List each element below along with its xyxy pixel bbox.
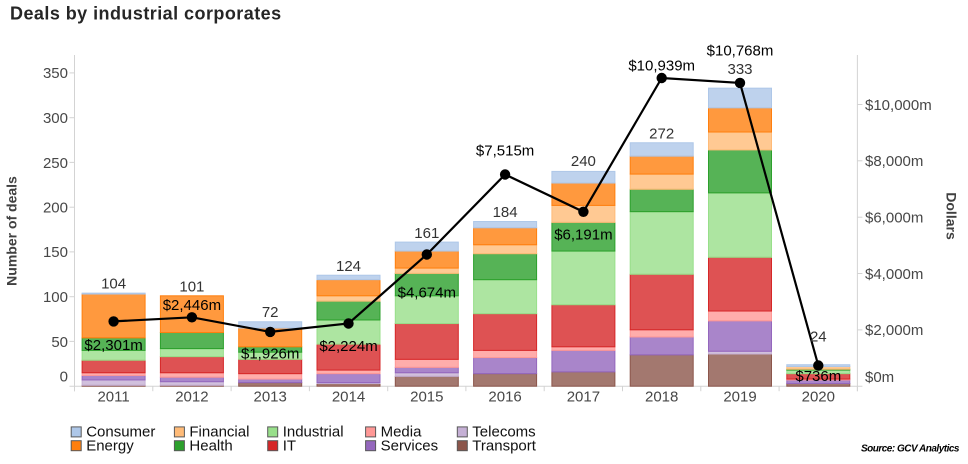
svg-text:333: 333 [727,61,752,78]
svg-text:72: 72 [262,304,279,321]
svg-text:IT: IT [283,438,296,455]
svg-text:$2,446m: $2,446m [163,297,221,314]
svg-text:$6,000m: $6,000m [865,210,923,227]
svg-text:Deals by industrial corporates: Deals by industrial corporates [10,3,282,23]
svg-text:184: 184 [493,204,518,221]
svg-text:$2,301m: $2,301m [84,337,142,354]
svg-text:Consumer: Consumer [86,424,155,441]
svg-text:$2,224m: $2,224m [319,338,377,355]
svg-text:$10,000m: $10,000m [865,97,932,114]
svg-text:2016: 2016 [488,389,521,406]
svg-text:2015: 2015 [410,389,443,406]
svg-text:Services: Services [381,438,439,455]
svg-text:Financial: Financial [189,424,249,441]
svg-text:2014: 2014 [332,389,365,406]
svg-text:24: 24 [810,329,827,346]
svg-text:Industrial: Industrial [283,424,344,441]
svg-text:$10,768m: $10,768m [707,42,774,59]
svg-text:2013: 2013 [254,389,287,406]
svg-text:104: 104 [101,275,126,292]
svg-text:272: 272 [649,126,674,143]
svg-text:2017: 2017 [567,389,600,406]
svg-text:350: 350 [43,65,68,82]
svg-text:50: 50 [51,334,68,351]
svg-text:$736m: $736m [795,368,841,385]
svg-text:200: 200 [43,200,68,217]
svg-text:$4,674m: $4,674m [398,285,456,302]
svg-text:2012: 2012 [175,389,208,406]
svg-text:$1,926m: $1,926m [241,346,299,363]
svg-text:$6,191m: $6,191m [554,226,612,243]
svg-text:Number of deals: Number of deals [4,176,20,286]
svg-text:240: 240 [571,153,596,170]
svg-text:161: 161 [414,225,439,242]
svg-text:Health: Health [189,438,232,455]
svg-text:$8,000m: $8,000m [865,153,923,170]
svg-text:$10,939m: $10,939m [628,58,695,75]
svg-text:2011: 2011 [97,389,129,406]
svg-text:Telecoms: Telecoms [472,424,535,441]
svg-text:2019: 2019 [723,389,756,406]
svg-text:Energy: Energy [86,438,134,455]
svg-text:0: 0 [60,369,68,386]
svg-text:Source: GCV Analytics: Source: GCV Analytics [861,443,960,454]
svg-text:124: 124 [336,258,361,275]
svg-text:$2,000m: $2,000m [865,322,923,339]
svg-text:Media: Media [381,424,423,441]
svg-text:$0m: $0m [865,369,894,386]
svg-text:100: 100 [43,289,68,306]
svg-text:Transport: Transport [472,438,536,455]
svg-text:300: 300 [43,110,68,127]
svg-text:$4,000m: $4,000m [865,266,923,283]
svg-text:Dollars: Dollars [944,192,960,240]
svg-text:2018: 2018 [645,389,678,406]
svg-text:250: 250 [43,155,68,172]
svg-text:150: 150 [43,244,68,261]
svg-text:2020: 2020 [802,389,835,406]
svg-text:101: 101 [179,279,204,296]
svg-text:$7,515m: $7,515m [476,142,534,159]
